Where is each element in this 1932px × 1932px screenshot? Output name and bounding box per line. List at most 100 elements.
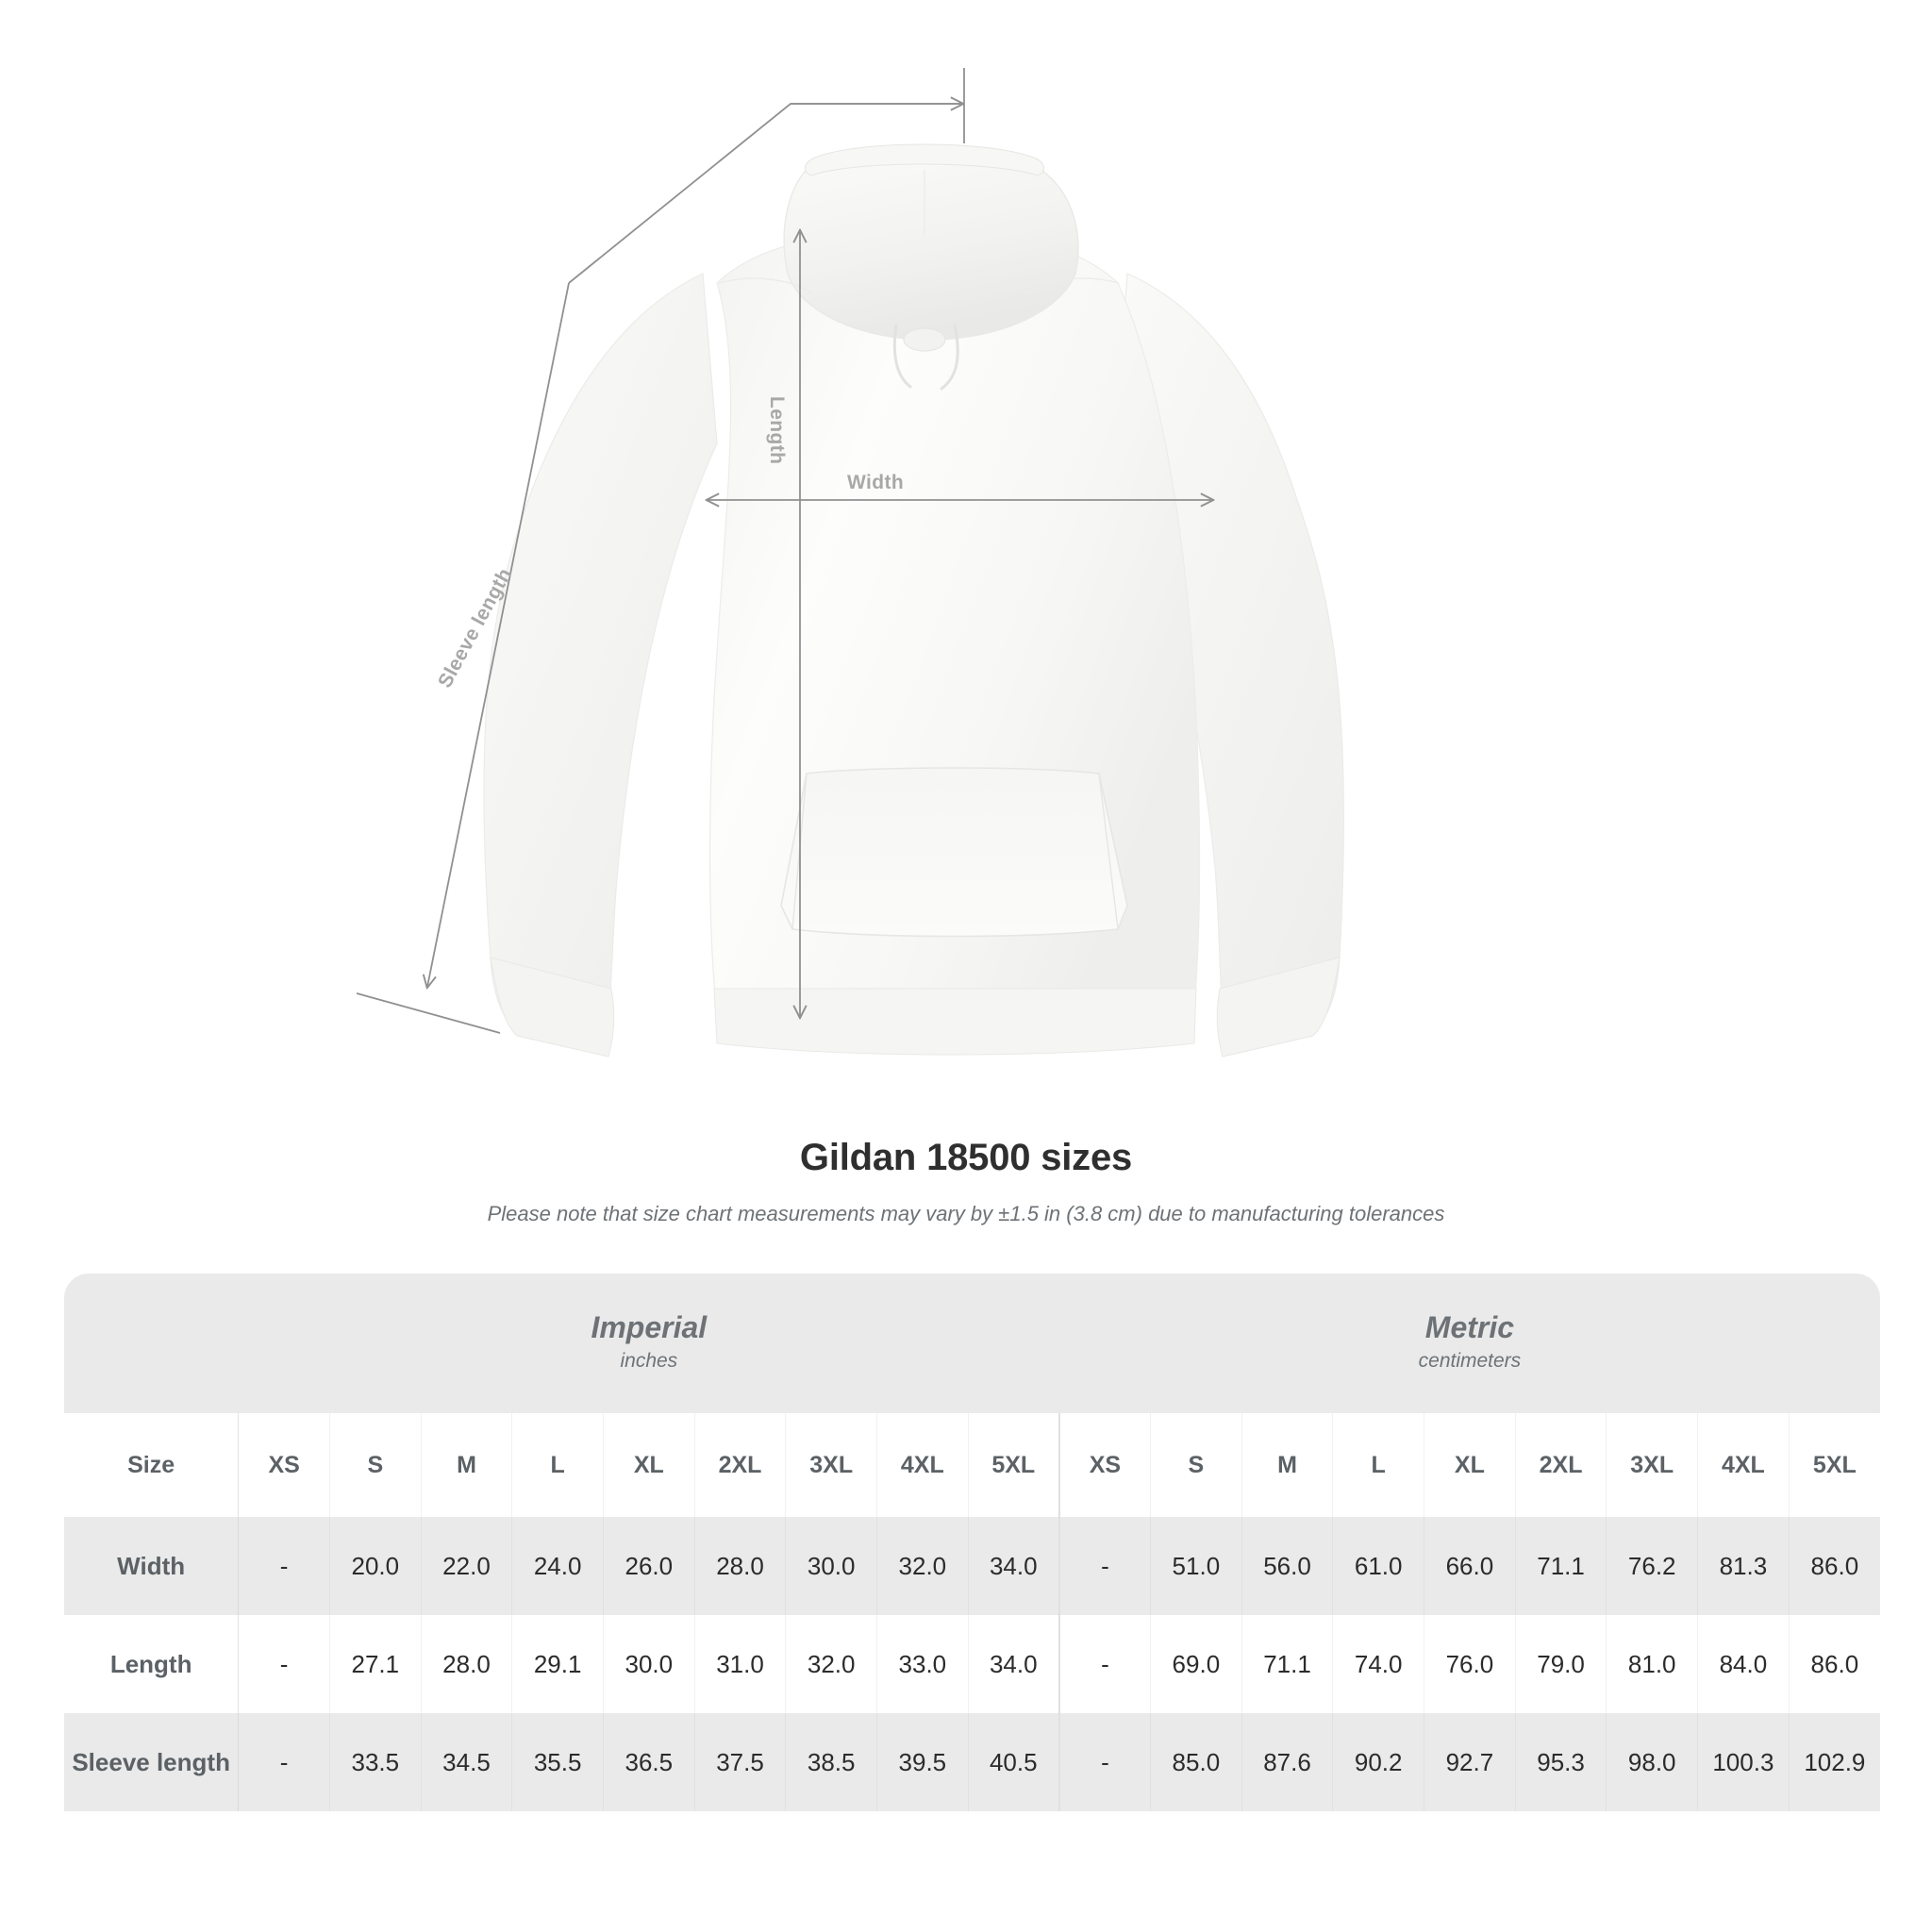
measurement-value-cell: 90.2	[1332, 1713, 1425, 1811]
measurement-value-cell: 86.0	[1789, 1517, 1880, 1615]
measurement-value-cell: 34.0	[968, 1615, 1060, 1713]
measurement-row: Length -27.1 28.0 29.1 30.0 31.0 32.0 33.0 34.0-…	[64, 1615, 1880, 1713]
measurement-value-cell: 66.0	[1424, 1517, 1516, 1615]
measurement-value-cell: 37.5	[694, 1713, 787, 1811]
measurement-value-cell: 71.1	[1241, 1615, 1334, 1713]
measurement-value-cell: 79.0	[1515, 1615, 1607, 1713]
unit-system-name: Metric	[1424, 1309, 1515, 1344]
garment-diagram: Width Length Sleeve length	[356, 68, 1345, 1058]
measurement-value-cell: 33.5	[329, 1713, 422, 1811]
size-chart-table-container: Imperial inches Metric centimeters Size XS S M L…	[64, 1274, 1880, 1811]
measurement-value-cell: 51.0	[1150, 1517, 1242, 1615]
sleeve-dimension-line	[427, 282, 570, 987]
hood	[783, 148, 1079, 341]
hood-edge	[805, 143, 1044, 176]
measurement-value-cell: -	[238, 1615, 330, 1713]
unit-system-unit: centimeters	[1418, 1349, 1522, 1372]
drawstring-left	[892, 324, 912, 389]
measurement-value-cell: 87.6	[1241, 1713, 1334, 1811]
measurement-value-cell: 30.0	[603, 1615, 695, 1713]
size-header-cell: M	[1241, 1413, 1334, 1517]
measurement-row-label: Length	[64, 1615, 240, 1713]
measurement-value-cell: 56.0	[1241, 1517, 1334, 1615]
measurement-value-cell: 36.5	[603, 1713, 695, 1811]
unit-system-header-metric: Metric centimeters	[1058, 1274, 1880, 1413]
measurement-row-label: Width	[64, 1517, 240, 1615]
right-cuff	[1216, 957, 1341, 1058]
drawstring-grommets	[903, 327, 946, 352]
measurement-value-cell: 20.0	[329, 1517, 422, 1615]
measurement-value-cell: 102.9	[1789, 1713, 1880, 1811]
measurement-value-cell: 81.0	[1606, 1615, 1699, 1713]
kangaroo-pocket	[780, 767, 1128, 938]
measurement-value-cell: -	[1058, 1615, 1152, 1713]
measurement-value-cell: 32.0	[876, 1517, 969, 1615]
measurement-value-cell: 33.0	[876, 1615, 969, 1713]
measurement-row-label: Sleeve length	[64, 1713, 240, 1811]
unit-system-unit: inches	[620, 1349, 678, 1372]
size-header-cell: M	[421, 1413, 513, 1517]
bottom-hem	[713, 988, 1197, 1056]
measurement-value-cell: 29.1	[511, 1615, 604, 1713]
size-header-cell: 5XL	[1789, 1413, 1880, 1517]
measurement-value-cell: 30.0	[785, 1517, 877, 1615]
measurement-value-cell: 26.0	[603, 1517, 695, 1615]
measurement-value-cell: 98.0	[1606, 1713, 1699, 1811]
measurement-value-cell: 61.0	[1332, 1517, 1425, 1615]
size-header-cell: L	[1332, 1413, 1425, 1517]
hoodie-illustration	[483, 143, 1345, 1058]
measurement-value-cell: -	[238, 1517, 330, 1615]
measurement-value-cell: 92.7	[1424, 1713, 1516, 1811]
unit-system-header-imperial: Imperial inches	[238, 1274, 1059, 1413]
measurement-value-cell: 38.5	[785, 1713, 877, 1811]
measurement-value-cell: 31.0	[694, 1615, 787, 1713]
size-header-row: Size XS S M L XL 2XL 3XL 4XL 5XL XS S M L XL 2XL 3XL 4XL 5…	[64, 1413, 1880, 1517]
table-corner-cell	[64, 1274, 239, 1413]
measurement-value-cell: 34.0	[968, 1517, 1060, 1615]
size-header-cell: XL	[1424, 1413, 1516, 1517]
measurement-row: Width -20.0 22.0 24.0 26.0 28.0 30.0 32.0 34.0-5…	[64, 1517, 1880, 1615]
unit-system-header-row: Imperial inches Metric centimeters	[64, 1274, 1880, 1413]
measurement-value-cell: 95.3	[1515, 1713, 1607, 1811]
sleeve-bottom-cap	[356, 992, 501, 1034]
size-header-cell: XS	[1058, 1413, 1152, 1517]
measurement-value-cell: 28.0	[421, 1615, 513, 1713]
size-header-cell: L	[511, 1413, 604, 1517]
size-header-cell: 4XL	[1697, 1413, 1790, 1517]
unit-system-name: Imperial	[591, 1309, 708, 1344]
left-sleeve	[483, 273, 718, 1048]
measurement-value-cell: 69.0	[1150, 1615, 1242, 1713]
size-header-cell: XL	[603, 1413, 695, 1517]
measurement-value-cell: 22.0	[421, 1517, 513, 1615]
size-header-cell: 4XL	[876, 1413, 969, 1517]
measurement-value-cell: 76.2	[1606, 1517, 1699, 1615]
measurement-value-cell: 27.1	[329, 1615, 422, 1713]
size-header-cell: 5XL	[968, 1413, 1060, 1517]
measurement-value-cell: 39.5	[876, 1713, 969, 1811]
tolerance-note: Please note that size chart measurements…	[487, 1202, 1445, 1225]
drawstring-right	[940, 324, 959, 391]
length-dimension-label: Length	[766, 396, 788, 465]
measurement-row: Sleeve length -33.5 34.5 35.5 36.5 37.5 38.5 39…	[64, 1713, 1880, 1811]
measurement-value-cell: -	[238, 1713, 330, 1811]
size-header-cell: 3XL	[785, 1413, 877, 1517]
measurement-value-cell: 76.0	[1424, 1615, 1516, 1713]
measurement-value-cell: 85.0	[1150, 1713, 1242, 1811]
measurement-value-cell: 81.3	[1697, 1517, 1790, 1615]
size-header-cell: S	[1150, 1413, 1242, 1517]
measurement-value-cell: 74.0	[1332, 1615, 1425, 1713]
size-header-cell: S	[329, 1413, 422, 1517]
measurement-lines	[356, 68, 1212, 1034]
measurement-value-cell: 84.0	[1697, 1615, 1790, 1713]
left-cuff	[490, 957, 615, 1058]
diagram-svg	[356, 68, 1345, 1058]
size-column-header: Size	[64, 1413, 240, 1517]
measurement-value-cell: 24.0	[511, 1517, 604, 1615]
measurement-value-cell: 32.0	[785, 1615, 877, 1713]
size-header-cell: 2XL	[1515, 1413, 1607, 1517]
page-title: Gildan 18500 sizes	[799, 1137, 1133, 1178]
measurement-value-cell: 71.1	[1515, 1517, 1607, 1615]
size-chart-table: Imperial inches Metric centimeters Size XS S M L…	[64, 1274, 1880, 1811]
size-header-cell: XS	[238, 1413, 330, 1517]
size-header-cell: 3XL	[1606, 1413, 1699, 1517]
